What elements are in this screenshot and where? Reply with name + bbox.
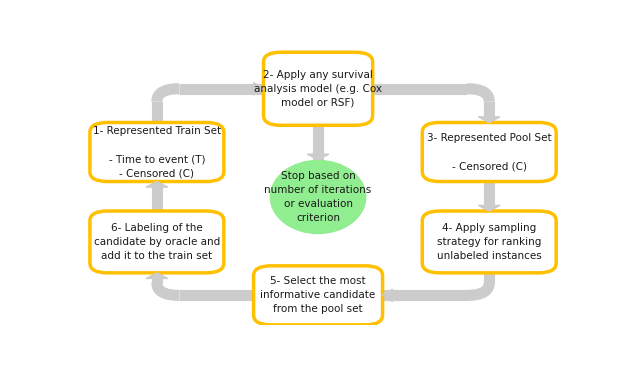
FancyBboxPatch shape (253, 266, 383, 325)
Polygon shape (307, 154, 329, 160)
FancyBboxPatch shape (90, 123, 224, 181)
Text: 4- Apply sampling
strategy for ranking
unlabeled instances: 4- Apply sampling strategy for ranking u… (437, 223, 541, 261)
Text: 3- Represented Pool Set

- Censored (C): 3- Represented Pool Set - Censored (C) (427, 133, 552, 171)
Polygon shape (478, 205, 500, 211)
FancyBboxPatch shape (264, 52, 372, 125)
Polygon shape (146, 181, 168, 187)
Ellipse shape (269, 160, 367, 234)
Text: 6- Labeling of the
candidate by oracle and
add it to the train set: 6- Labeling of the candidate by oracle a… (93, 223, 220, 261)
FancyBboxPatch shape (422, 123, 556, 181)
Text: 2- Apply any survival
analysis model (e.g. Cox
model or RSF): 2- Apply any survival analysis model (e.… (254, 70, 382, 108)
FancyBboxPatch shape (90, 211, 224, 273)
Text: Stop based on
number of iterations
or evaluation
criterion: Stop based on number of iterations or ev… (264, 171, 372, 223)
Polygon shape (146, 273, 168, 278)
Polygon shape (478, 117, 500, 123)
Text: 5- Select the most
informative candidate
from the pool set: 5- Select the most informative candidate… (260, 276, 376, 314)
Polygon shape (253, 82, 264, 95)
Text: 1- Represented Train Set

- Time to event (T)
- Censored (C): 1- Represented Train Set - Time to event… (93, 126, 221, 178)
FancyBboxPatch shape (422, 211, 556, 273)
Polygon shape (383, 289, 392, 301)
